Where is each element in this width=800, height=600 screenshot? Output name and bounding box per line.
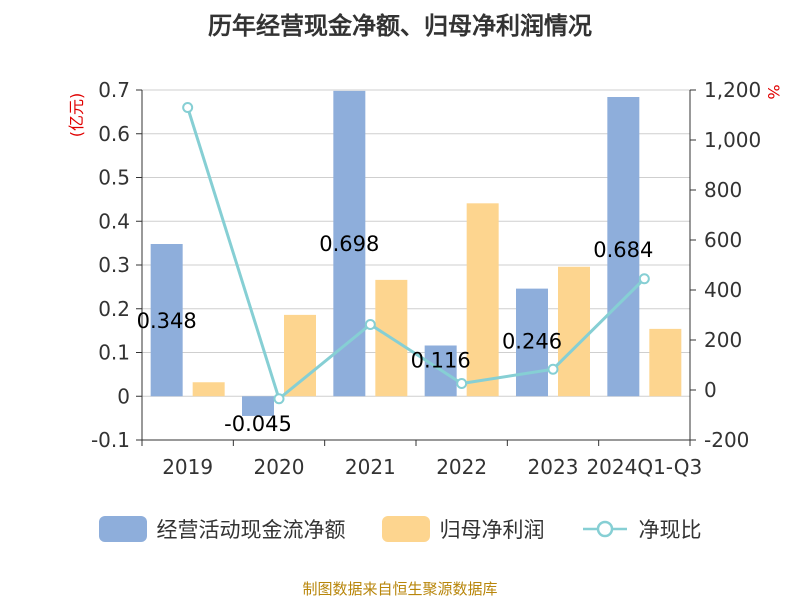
y-left-tick-label: 0.4 [98, 209, 130, 233]
x-tick-label: 2020 [254, 455, 305, 479]
y-right-tick-label: 200 [704, 328, 742, 352]
bar-netprofit [558, 266, 590, 397]
bar-cashflow [333, 90, 366, 397]
bar-cashflow [607, 97, 640, 397]
legend-label-cashflow: 经营活动现金流净额 [156, 518, 346, 542]
point-ratio [273, 393, 285, 405]
legend-swatch-cashflow [98, 516, 147, 542]
source-note: 制图数据来自恒生聚源数据库 [302, 580, 498, 598]
legend-swatch-netprofit [381, 516, 430, 542]
x-tick-label: 2023 [528, 455, 579, 479]
x-tick-label: 2024Q1-Q3 [586, 455, 702, 479]
data-label-cashflow: -0.045 [224, 412, 292, 436]
y-left-unit: (亿元) [67, 93, 86, 138]
y-left-tick-label: -0.1 [91, 428, 130, 452]
line-ratio [186, 107, 646, 402]
y-right-tick-label: 1,000 [704, 128, 761, 152]
data-label-cashflow: 0.116 [411, 349, 471, 373]
y-right-tick-label: 600 [704, 228, 742, 252]
x-tick-label: 2019 [162, 455, 213, 479]
legend: 经营活动现金流净额 归母净利润 净现比 [0, 514, 800, 544]
bar-cashflow [516, 288, 548, 397]
legend-item-netprofit[interactable]: 归母净利润 [381, 514, 545, 544]
y-left-tick-label: 0.2 [98, 297, 130, 321]
point-ratio [182, 102, 194, 113]
bar-cashflow [150, 244, 183, 397]
point-ratio [547, 363, 559, 375]
bar-netprofit [649, 328, 682, 397]
legend-label-ratio: 净现比 [638, 518, 702, 542]
y-right-tick-label: 400 [704, 278, 742, 302]
x-tick-label: 2021 [345, 455, 396, 479]
y-left-tick-label: 0.6 [98, 122, 130, 146]
data-label-cashflow: 0.684 [593, 238, 653, 262]
y-right-tick-label: -200 [704, 428, 749, 452]
data-label-cashflow: 0.348 [137, 309, 197, 333]
bar-cashflow [242, 396, 274, 416]
y-right-tick-label: 0 [704, 378, 717, 402]
y-left-tick-label: 0.1 [98, 341, 130, 365]
legend-item-ratio[interactable]: 净现比 [581, 514, 702, 544]
bar-netprofit [466, 203, 499, 397]
point-ratio [638, 273, 650, 285]
y-right-unit: % [764, 84, 783, 99]
y-left-tick-label: 0 [117, 384, 130, 408]
legend-label-netprofit: 归母净利润 [439, 518, 545, 542]
data-label-cashflow: 0.246 [502, 330, 562, 354]
chart-title: 历年经营现金净额、归母净利润情况 [208, 12, 592, 40]
y-right-tick-label: 1,200 [704, 78, 761, 102]
y-left-tick-label: 0.5 [98, 166, 130, 190]
data-label-cashflow: 0.698 [319, 232, 379, 256]
y-left-tick-label: 0.3 [98, 253, 130, 277]
y-left-tick-label: 0.7 [98, 78, 130, 102]
y-right-tick-label: 800 [704, 178, 742, 202]
bar-netprofit [284, 314, 316, 397]
bar-netprofit [192, 382, 225, 397]
x-tick-label: 2022 [436, 455, 487, 479]
legend-item-cashflow[interactable]: 经营活动现金流净额 [98, 514, 346, 544]
legend-line-marker-icon [582, 520, 627, 538]
point-ratio [364, 319, 376, 330]
point-ratio [456, 378, 468, 389]
